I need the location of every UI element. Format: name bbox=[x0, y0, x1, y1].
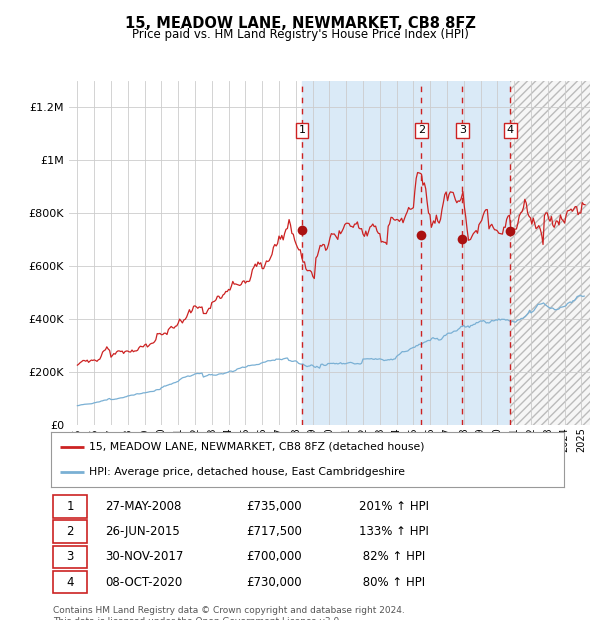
Text: 1: 1 bbox=[66, 500, 74, 513]
Text: 2: 2 bbox=[418, 125, 425, 136]
Text: 27-MAY-2008: 27-MAY-2008 bbox=[105, 500, 181, 513]
Bar bbox=[511, 81, 590, 425]
Text: 1: 1 bbox=[299, 125, 305, 136]
Text: 4: 4 bbox=[507, 125, 514, 136]
Text: 82% ↑ HPI: 82% ↑ HPI bbox=[359, 551, 425, 564]
Text: 26-JUN-2015: 26-JUN-2015 bbox=[105, 525, 179, 538]
FancyBboxPatch shape bbox=[53, 495, 88, 518]
Text: 4: 4 bbox=[66, 575, 74, 588]
Text: 15, MEADOW LANE, NEWMARKET, CB8 8FZ: 15, MEADOW LANE, NEWMARKET, CB8 8FZ bbox=[125, 16, 475, 30]
Text: 3: 3 bbox=[459, 125, 466, 136]
Bar bbox=[511, 81, 590, 425]
Text: 08-OCT-2020: 08-OCT-2020 bbox=[105, 575, 182, 588]
Text: HPI: Average price, detached house, East Cambridgeshire: HPI: Average price, detached house, East… bbox=[89, 467, 406, 477]
Text: 133% ↑ HPI: 133% ↑ HPI bbox=[359, 525, 428, 538]
Text: £735,000: £735,000 bbox=[246, 500, 302, 513]
FancyBboxPatch shape bbox=[53, 546, 88, 568]
Text: £730,000: £730,000 bbox=[246, 575, 302, 588]
Text: 30-NOV-2017: 30-NOV-2017 bbox=[105, 551, 183, 564]
Bar bbox=[302, 81, 511, 425]
FancyBboxPatch shape bbox=[53, 571, 88, 593]
FancyBboxPatch shape bbox=[53, 520, 88, 543]
Text: 201% ↑ HPI: 201% ↑ HPI bbox=[359, 500, 429, 513]
Text: £717,500: £717,500 bbox=[246, 525, 302, 538]
Text: 80% ↑ HPI: 80% ↑ HPI bbox=[359, 575, 425, 588]
Text: 2: 2 bbox=[66, 525, 74, 538]
Text: Contains HM Land Registry data © Crown copyright and database right 2024.
This d: Contains HM Land Registry data © Crown c… bbox=[53, 606, 404, 620]
Text: 15, MEADOW LANE, NEWMARKET, CB8 8FZ (detached house): 15, MEADOW LANE, NEWMARKET, CB8 8FZ (det… bbox=[89, 442, 425, 452]
Text: 3: 3 bbox=[66, 551, 74, 564]
Text: Price paid vs. HM Land Registry's House Price Index (HPI): Price paid vs. HM Land Registry's House … bbox=[131, 28, 469, 41]
Text: £700,000: £700,000 bbox=[246, 551, 302, 564]
